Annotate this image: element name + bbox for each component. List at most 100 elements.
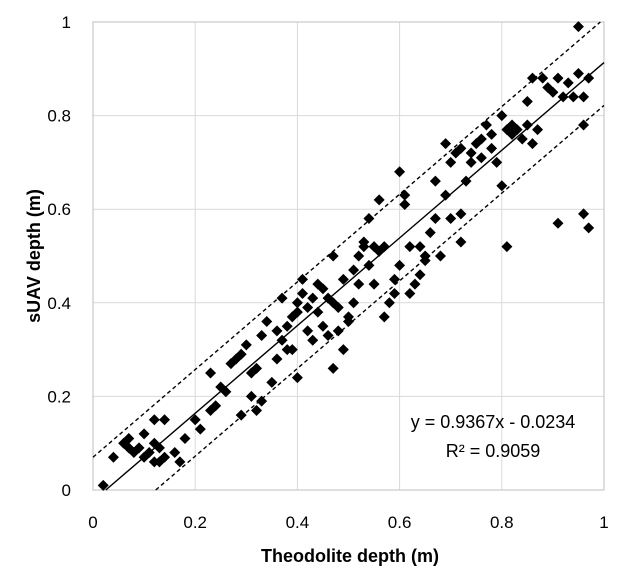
data-point (189, 414, 201, 426)
trendline (105, 62, 605, 491)
data-point (578, 208, 590, 220)
data-point (307, 334, 319, 346)
data-point (440, 189, 452, 201)
data-point (445, 156, 457, 168)
data-point (159, 451, 171, 463)
data-point (526, 138, 538, 150)
data-point (465, 147, 477, 159)
data-point (419, 250, 431, 262)
data-point (583, 72, 595, 84)
x-tick-label: 0.2 (183, 513, 207, 532)
data-point (445, 213, 457, 225)
data-point (317, 283, 329, 295)
data-point (583, 222, 595, 234)
y-tick-label: 0.8 (47, 107, 71, 126)
data-point (496, 180, 508, 192)
data-point (460, 175, 472, 187)
data-point (562, 77, 574, 89)
data-point (291, 306, 303, 318)
data-point (547, 86, 559, 98)
data-point (404, 287, 416, 299)
data-point (235, 409, 247, 421)
data-point (107, 451, 119, 463)
data-point (281, 320, 293, 332)
data-point (414, 269, 426, 281)
data-point (434, 250, 446, 262)
data-point (205, 367, 217, 379)
data-point (394, 259, 406, 271)
regression-equation: y = 0.9367x - 0.0234 (411, 412, 576, 432)
data-point (261, 316, 273, 328)
data-point (256, 330, 268, 342)
data-point (123, 433, 135, 445)
data-point (174, 456, 186, 468)
data-point (97, 479, 109, 491)
data-point (322, 330, 334, 342)
data-point (153, 442, 165, 454)
data-point (245, 390, 257, 402)
r-squared-label: R² = 0.9059 (446, 441, 541, 461)
data-point (327, 250, 339, 262)
y-tick-label: 0.6 (47, 200, 71, 219)
data-point (363, 259, 375, 271)
data-point (572, 67, 584, 79)
data-point (276, 292, 288, 304)
data-point (557, 91, 569, 103)
data-point (291, 297, 303, 309)
data-point (235, 348, 247, 360)
data-point (572, 21, 584, 33)
x-tick-labels: 0 0.2 0.4 0.6 0.8 1 (88, 513, 608, 532)
data-point (404, 241, 416, 253)
data-point (516, 133, 528, 145)
data-point (455, 236, 467, 248)
data-point (552, 72, 564, 84)
data-point (332, 301, 344, 313)
data-point (475, 152, 487, 164)
data-point (429, 175, 441, 187)
y-tick-labels: 0 0.2 0.4 0.6 0.8 1 (47, 13, 71, 500)
data-point (302, 325, 314, 337)
x-tick-label: 0.4 (286, 513, 310, 532)
data-point (491, 156, 503, 168)
data-point (286, 344, 298, 356)
lower-bound-line (155, 104, 605, 491)
data-point (143, 447, 155, 459)
data-point (159, 414, 171, 426)
data-point (169, 447, 181, 459)
data-point (353, 278, 365, 290)
data-point (220, 386, 232, 398)
data-point (210, 400, 222, 412)
data-point (578, 119, 590, 131)
data-point (266, 376, 278, 388)
data-point (424, 227, 436, 239)
data-point (526, 72, 538, 84)
data-point (363, 213, 375, 225)
data-point (337, 273, 349, 285)
data-point (297, 273, 309, 285)
data-point (521, 96, 533, 108)
data-point (368, 278, 380, 290)
data-point (348, 297, 360, 309)
data-point (414, 241, 426, 253)
data-point (465, 156, 477, 168)
x-axis-title: Theodolite depth (m) (261, 546, 439, 566)
data-point (256, 395, 268, 407)
data-point (486, 128, 498, 140)
data-point (440, 138, 452, 150)
data-point (486, 142, 498, 154)
data-point (521, 119, 533, 131)
data-point (567, 91, 579, 103)
data-point (475, 133, 487, 145)
data-point (240, 339, 252, 351)
data-point (133, 442, 145, 454)
data-point (271, 353, 283, 365)
data-point (179, 433, 191, 445)
data-point (327, 362, 339, 374)
y-tick-label: 1 (62, 13, 71, 32)
x-tick-label: 1 (599, 513, 608, 532)
gridlines (92, 21, 605, 491)
data-point (506, 119, 518, 131)
data-point (302, 301, 314, 313)
data-point (429, 213, 441, 225)
